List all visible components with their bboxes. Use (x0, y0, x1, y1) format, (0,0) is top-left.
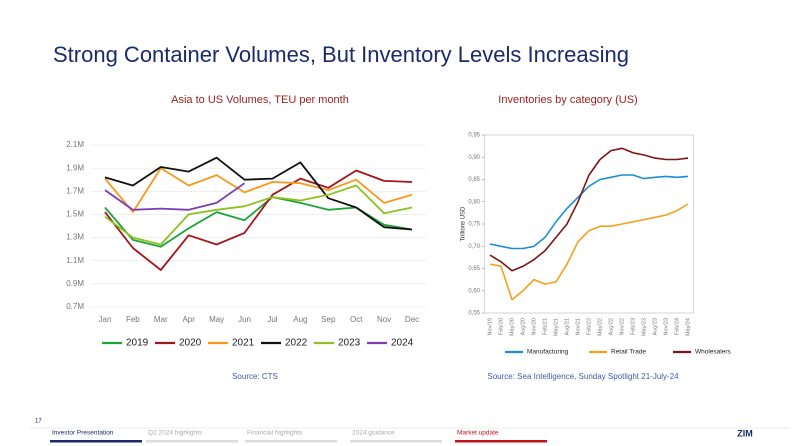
slide-title: Strong Container Volumes, But Inventory … (53, 42, 629, 67)
y-tick-label: 1.5M (66, 210, 84, 219)
x-tick-label: Aug/22 (608, 318, 614, 335)
legend-label: 2023 (338, 338, 361, 349)
x-tick-label: May/21 (553, 318, 559, 336)
y-tick-label: 0,80 (468, 199, 480, 205)
x-tick-label: Feb/22 (586, 318, 592, 335)
series-line (104, 167, 413, 213)
y-tick-label: 0,95 (468, 133, 480, 139)
x-tick-label: Dec (405, 315, 419, 324)
x-tick-label: Aug/21 (564, 318, 570, 335)
y-tick-label: 1.3M (66, 233, 84, 242)
x-tick-label: Nov/22 (619, 318, 625, 335)
y-tick-label: 0,85 (468, 177, 480, 183)
x-tick-label: May (209, 315, 224, 324)
y-tick-label: 0.7M (66, 302, 84, 311)
legend-label: 2021 (232, 338, 255, 349)
x-tick-label: May/20 (509, 318, 515, 336)
series-line (104, 169, 413, 271)
series-line (104, 156, 413, 231)
x-tick-label: Jun (238, 315, 251, 324)
x-tick-label: May/23 (641, 318, 647, 336)
legend-label: 2022 (285, 338, 308, 349)
y-tick-label: 1.7M (66, 186, 84, 195)
series-line (104, 182, 246, 211)
source: Source: CTS (232, 372, 278, 381)
legend-label: Wholesalers (695, 349, 732, 356)
x-tick-label: Aug/23 (652, 318, 658, 335)
series-line (489, 203, 689, 301)
y-tick-label: 2.1M (66, 140, 84, 149)
x-tick-label: Aug/20 (520, 318, 526, 335)
x-tick-label: Nov/21 (575, 318, 581, 335)
nav-item: 2024 guidance (352, 430, 395, 437)
nav-underline (245, 440, 337, 443)
chart-title: Inventories by category (US) (498, 94, 637, 106)
page-number: 17 (35, 419, 42, 425)
x-tick-label: Mar (154, 315, 168, 324)
series-line (489, 147, 689, 272)
logo: ZIM (737, 428, 753, 438)
y-tick-label: 0,70 (468, 244, 480, 250)
x-tick-label: Nov (377, 315, 391, 324)
x-tick-label: Nov/19 (487, 318, 493, 335)
series-line (489, 174, 689, 250)
nav-item: Q2 2024 highlights (148, 430, 203, 437)
source: Source: Sea Intelligence, Sunday Spotlig… (487, 372, 679, 381)
x-tick-label: Aug (293, 315, 307, 324)
x-tick-label: Jul (267, 315, 277, 324)
nav-underline (455, 440, 547, 443)
chart-title: Asia to US Volumes, TEU per month (171, 94, 349, 106)
y-tick-label: 0,75 (468, 222, 480, 228)
nav-item: Financial highlights (247, 430, 303, 437)
x-tick-label: Jan (99, 315, 112, 324)
x-tick-label: Oct (350, 315, 363, 324)
x-tick-label: Sep (321, 315, 336, 324)
x-tick-label: Feb/21 (542, 318, 548, 335)
nav-underline (146, 440, 238, 443)
nav-underline (50, 440, 142, 443)
y-tick-label: 0,55 (468, 311, 480, 317)
legend-label: 2020 (179, 338, 202, 349)
x-tick-label: Feb (126, 315, 140, 324)
nav-item: Market update (457, 430, 499, 437)
y-tick-label: 1.1M (66, 256, 84, 265)
series-line (104, 184, 413, 246)
x-tick-label: Nov/20 (531, 318, 537, 335)
x-tick-label: Feb/23 (630, 318, 636, 335)
legend-label: 2019 (126, 338, 149, 349)
legend-label: Retail Trade (611, 349, 646, 356)
nav-item: Investor Presentation (52, 430, 114, 437)
y-tick-label: 0,60 (468, 288, 480, 294)
x-tick-label: May/22 (597, 318, 603, 336)
x-tick-label: Nov/23 (663, 318, 669, 335)
y-tick-label: 0,65 (468, 266, 480, 272)
y-tick-label: 1.9M (66, 163, 84, 172)
nav-underline (350, 440, 442, 443)
x-tick-label: Feb/20 (498, 318, 504, 335)
y-tick-label: 0,90 (468, 155, 480, 161)
x-tick-label: Feb/24 (674, 318, 680, 335)
x-tick-label: May/24 (685, 318, 691, 336)
legend-label: 2024 (391, 338, 414, 349)
legend-label: Manufacturing (527, 349, 569, 356)
y-axis-label: Trillions USD (461, 206, 467, 241)
y-tick-label: 0.9M (66, 279, 84, 288)
x-tick-label: Apr (182, 315, 195, 324)
